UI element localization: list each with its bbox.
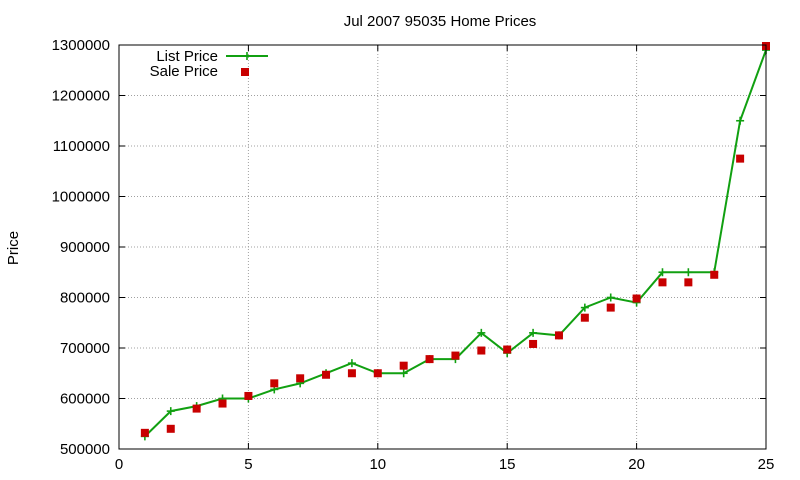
x-tick-label: 15 [499, 456, 516, 473]
list-price-point [166, 407, 175, 416]
list-price-point [477, 328, 486, 337]
y-tick-label: 500000 [60, 441, 110, 458]
sale-price-point [140, 428, 149, 437]
x-tick-label: 0 [115, 456, 123, 473]
legend-marker-list-price [243, 52, 251, 60]
sale-price-point [554, 331, 563, 340]
y-tick-label: 1000000 [52, 189, 110, 206]
axis-ticks: 0 5 10 15 20 25 500000 600000 700000 800000 900000… [52, 37, 775, 473]
list-price-point [529, 328, 538, 337]
y-tick-label: 700000 [60, 340, 110, 357]
grid [119, 45, 766, 449]
legend-label-sale-price: Sale Price [150, 63, 218, 80]
plot-series [140, 42, 770, 441]
list-price-point [736, 116, 745, 125]
sale-price-point [503, 345, 512, 354]
sale-price-point [632, 294, 641, 303]
y-tick-label: 900000 [60, 239, 110, 256]
y-tick-label: 1100000 [53, 138, 110, 155]
sale-price-point [347, 369, 356, 378]
legend-sample-list-price [226, 52, 268, 60]
sale-price-point [373, 369, 382, 378]
sale-price-point [477, 346, 486, 355]
chart-title: Jul 2007 95035 Home Prices [344, 13, 537, 30]
sale-price-point [322, 370, 331, 379]
list-price-point [658, 268, 667, 277]
plot-frame [118, 44, 767, 450]
list-price-point [580, 303, 589, 312]
list-price-point [347, 359, 356, 368]
y-axis-label: Price [5, 231, 22, 265]
legend-marker-sale-price [241, 68, 249, 76]
y-tick-label: 600000 [60, 391, 110, 408]
sale-price-point [451, 351, 460, 360]
x-tick-label: 25 [758, 456, 775, 473]
sale-price-point [244, 391, 253, 400]
sale-price-point [192, 404, 201, 413]
y-tick-label: 1200000 [52, 88, 110, 105]
sale-price-point [606, 303, 615, 312]
sale-price-point [218, 399, 227, 408]
sale-price-point [270, 379, 279, 388]
sale-price-point [580, 313, 589, 322]
y-tick-label: 800000 [60, 290, 110, 307]
list-price-point [606, 293, 615, 302]
sale-price-point [425, 355, 434, 364]
x-tick-label: 10 [369, 456, 386, 473]
sale-price-point [684, 278, 693, 287]
sale-price-point [399, 361, 408, 370]
sale-price-point [710, 270, 719, 279]
x-tick-label: 5 [244, 456, 252, 473]
list-price-point [684, 268, 693, 277]
y-tick-label: 1300000 [52, 37, 110, 54]
x-tick-label: 20 [628, 456, 645, 473]
legend-label-list-price: List Price [156, 48, 218, 65]
sale-price-point [166, 424, 175, 433]
sale-price-point [529, 339, 538, 348]
sale-price-point [296, 374, 305, 383]
sale-price-point [658, 278, 667, 287]
legend: List Price Sale Price [150, 48, 268, 80]
list-price-point [399, 369, 408, 378]
sale-price-point [736, 154, 745, 163]
list-price-line [144, 49, 767, 438]
legend-sample-sale-price [241, 68, 249, 76]
